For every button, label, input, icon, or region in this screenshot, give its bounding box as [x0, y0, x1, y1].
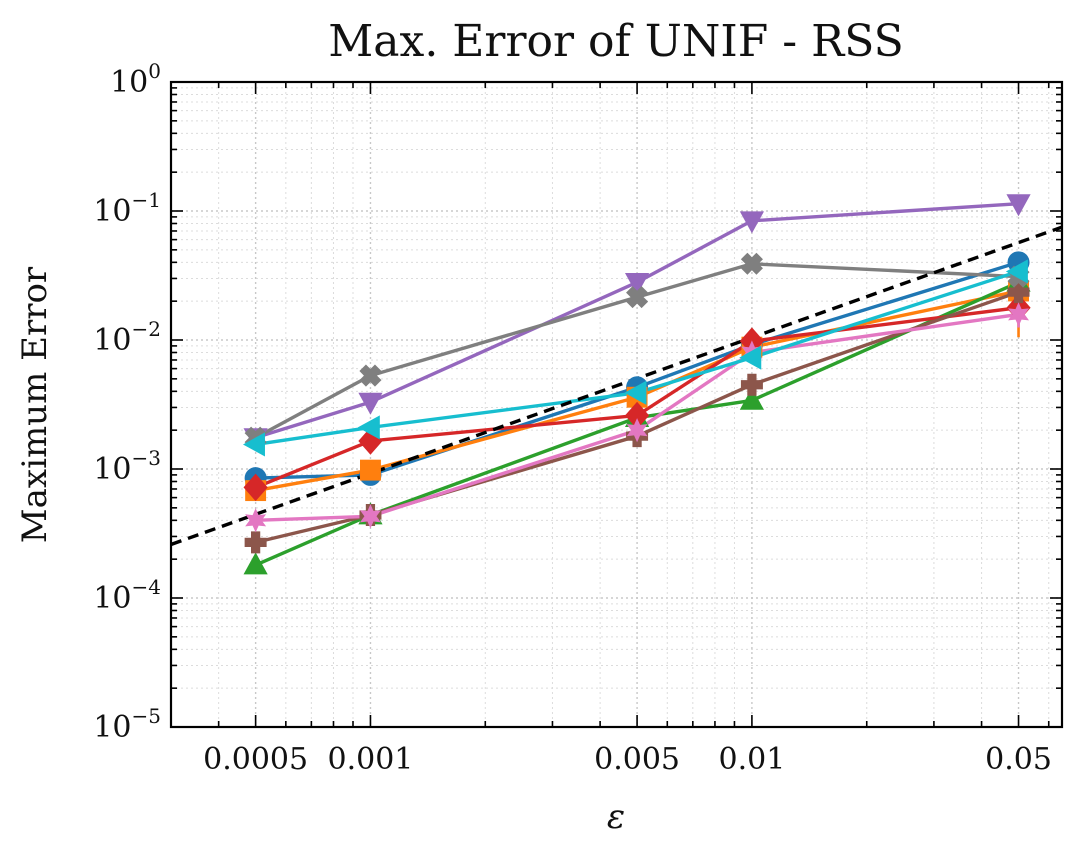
series-6-point: [244, 531, 267, 554]
x-tick-label: 0.05: [985, 742, 1052, 777]
y-tick-label: 10−1: [93, 188, 161, 229]
series-6-point: [740, 373, 763, 396]
y-axis-label: Maximum Error: [15, 266, 55, 543]
series-5-point: [624, 272, 650, 295]
series-4-point: [624, 401, 650, 430]
series-7-point: [359, 504, 381, 529]
series-8-point: [626, 286, 649, 309]
x-axis-label: ε: [607, 797, 625, 837]
x-tick-label: 0.01: [719, 742, 786, 777]
plot-area: [171, 194, 1062, 575]
reference-dashed-line: [171, 225, 1062, 547]
plot-frame: [169, 80, 1064, 729]
tick-labels: 0.0005 0.001 0.005 0.01 0.05 10−5 10−4 10−3 10−2…: [93, 59, 1052, 777]
series-8-point: [359, 364, 382, 387]
series-9-point: [242, 432, 265, 457]
series-3-point: [243, 552, 268, 575]
series-9-point: [1005, 259, 1028, 284]
axis-ticks: [170, 81, 1062, 728]
y-tick-label: 10−4: [93, 575, 161, 616]
series-6-point: [1007, 281, 1030, 304]
series-3-point: [739, 387, 765, 410]
x-tick-label: 0.0005: [203, 742, 308, 777]
series-4-point: [243, 473, 268, 502]
y-tick-label: 10−2: [93, 317, 161, 358]
x-tick-label: 0.005: [594, 742, 680, 777]
series-5-point: [1006, 194, 1031, 217]
series-7-point: [626, 418, 648, 443]
y-tick-label: 10−3: [93, 446, 161, 487]
series-2-point: [360, 459, 381, 481]
series-4-point: [358, 427, 383, 455]
chart-title: Max. Error of UNIF - RSS: [328, 16, 904, 67]
series-5-point: [358, 392, 383, 415]
series-9-point: [624, 380, 647, 405]
x-tick-label: 0.001: [328, 742, 414, 777]
y-tick-label: 10−5: [93, 704, 161, 745]
series-8-point: [740, 252, 763, 275]
series-9-point: [357, 415, 380, 440]
series-5-point: [739, 211, 765, 234]
series-7-point: [1008, 302, 1030, 327]
series-9-point: [739, 345, 762, 370]
series-7-point: [245, 508, 267, 533]
grid: [170, 81, 1062, 728]
y-tick-label: 100: [110, 59, 161, 100]
